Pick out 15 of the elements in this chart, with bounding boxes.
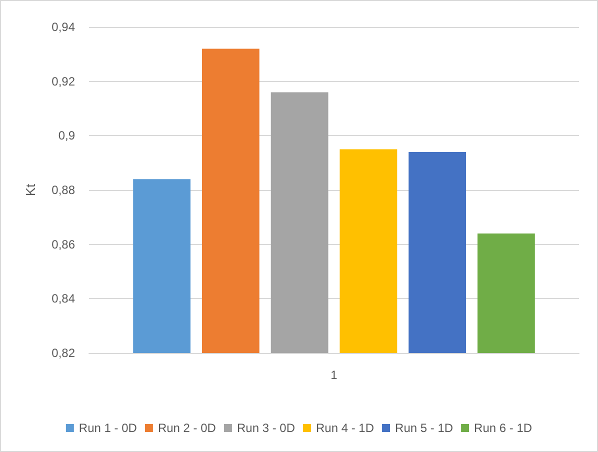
legend-label: Run 3 - 0D (236, 421, 296, 435)
y-tick-label: 0,86 (52, 237, 76, 252)
legend-label: Run 6 - 1D (474, 421, 532, 435)
legend-label: Run 5 - 1D (395, 421, 454, 435)
x-tick-label: 1 (330, 368, 338, 382)
y-tick-label: 0,84 (52, 292, 76, 306)
y-tick-label: 0,82 (52, 346, 76, 360)
y-tick-label: 0,94 (52, 20, 76, 34)
y-tick-label: 0,9 (58, 128, 76, 143)
legend-label: Run 1 - 0D (78, 421, 138, 435)
y-tick-label: 0,88 (52, 183, 76, 197)
y-axis-title: Kt (23, 183, 38, 196)
legend-label: Run 4 - 1D (316, 421, 374, 435)
legend-label: Run 2 - 0D (158, 421, 216, 435)
y-tick-label: 0,92 (52, 74, 76, 88)
